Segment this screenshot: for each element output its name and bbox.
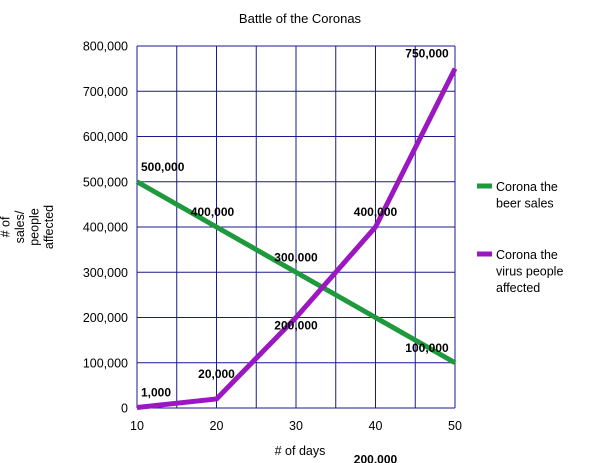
y-tick-label: 100,000 <box>83 356 128 370</box>
series-lines <box>135 67 458 411</box>
series-line-1 <box>136 67 458 411</box>
y-tick-label: 200,000 <box>83 311 128 325</box>
y-axis-label-line: sales/ <box>13 210 27 243</box>
y-axis-label-line: affected <box>42 205 56 249</box>
x-tick-label: 50 <box>448 419 462 433</box>
data-label: 200,000 <box>354 453 398 463</box>
chart-title: Battle of the Coronas <box>239 11 362 26</box>
data-label: 300,000 <box>274 250 318 264</box>
legend-label: Corona the <box>496 180 558 194</box>
data-label: 1,000 <box>141 386 171 400</box>
data-label: 500,000 <box>141 160 185 174</box>
y-axis-ticks: 0 100,000 200,000 300,000 400,000 500,000 600,… <box>83 40 128 416</box>
data-label: 20,000 <box>198 367 235 381</box>
series-line-0 <box>135 179 457 365</box>
legend-label: beer sales <box>496 197 554 211</box>
legend-label: virus people <box>496 265 563 279</box>
y-axis-label-line: # of <box>0 216 12 237</box>
data-label: 400,000 <box>191 205 235 219</box>
data-label: 100,000 <box>405 341 449 355</box>
y-tick-label: 700,000 <box>83 85 128 99</box>
data-label: 200,000 <box>274 319 318 333</box>
y-axis-label-line: people <box>27 208 41 246</box>
x-tick-label: 40 <box>369 419 383 433</box>
y-tick-label: 0 <box>121 402 128 416</box>
legend-label: Corona the <box>496 248 558 262</box>
y-tick-label: 800,000 <box>83 40 128 54</box>
y-tick-label: 400,000 <box>83 221 128 235</box>
y-tick-label: 300,000 <box>83 266 128 280</box>
legend-label: affected <box>496 281 540 295</box>
data-label: 750,000 <box>405 47 449 61</box>
x-axis-ticks: 10 20 30 40 50 <box>130 419 462 433</box>
y-tick-label: 600,000 <box>83 130 128 144</box>
y-tick-label: 500,000 <box>83 175 128 189</box>
data-label: 400,000 <box>354 205 398 219</box>
data-labels: 500,000 400,000 300,000 200,000 100,000 1,000… <box>141 47 449 463</box>
plot-grid <box>136 45 456 409</box>
x-tick-label: 10 <box>130 419 144 433</box>
x-axis-label: # of days <box>275 444 326 458</box>
x-tick-label: 30 <box>289 419 303 433</box>
legend: Corona the beer sales Corona the virus peop… <box>477 180 563 295</box>
x-tick-label: 20 <box>210 419 224 433</box>
